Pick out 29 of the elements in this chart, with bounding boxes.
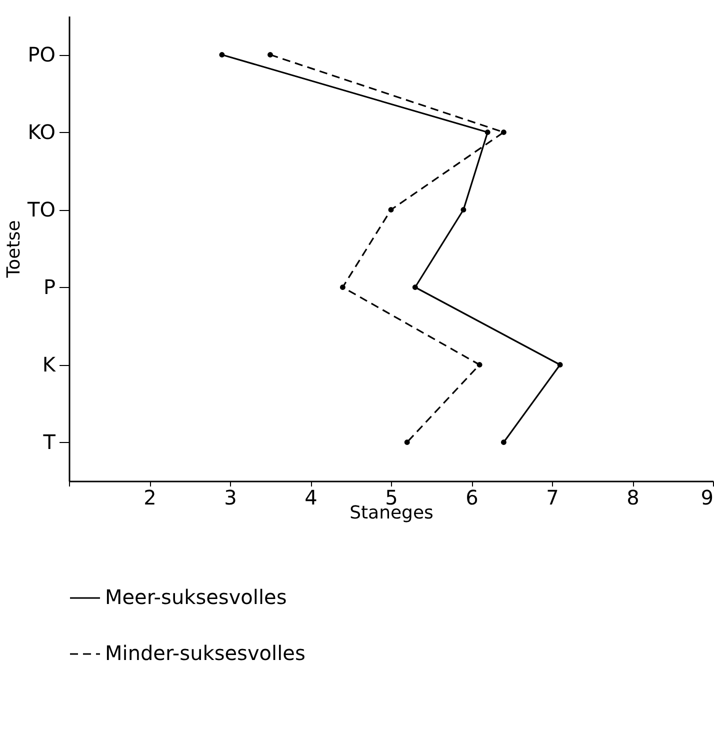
point: [460, 207, 466, 212]
point: [268, 52, 273, 58]
point: [404, 440, 410, 445]
y-tick-label: KO: [28, 120, 56, 144]
point: [500, 130, 506, 135]
y-tick-label: PO: [28, 42, 56, 66]
legend-label: Minder-suksesvolles: [105, 641, 306, 665]
point: [219, 52, 225, 58]
point: [557, 362, 563, 368]
x-tick-label: 5: [385, 486, 398, 510]
legend-label: Meer-suksesvolles: [105, 585, 287, 609]
y-tick-label: P: [43, 274, 56, 299]
point: [476, 362, 482, 368]
x-tick-label: 3: [224, 486, 237, 510]
y-tick-label: K: [42, 352, 56, 376]
x-tick-label: 7: [546, 486, 559, 510]
y-tick-label: T: [42, 430, 56, 454]
y-axis-title: Toetse: [4, 220, 25, 279]
x-tick-label: 8: [626, 486, 640, 510]
point: [340, 284, 346, 290]
x-tick-label: 4: [304, 486, 318, 510]
point: [412, 284, 418, 290]
point: [484, 130, 490, 135]
y-tick-label: TO: [26, 197, 56, 222]
x-tick-label: 9: [700, 486, 714, 510]
point: [388, 207, 394, 212]
x-tick-label: 6: [466, 486, 478, 510]
point: [500, 440, 506, 445]
x-tick-label: 2: [144, 486, 156, 510]
